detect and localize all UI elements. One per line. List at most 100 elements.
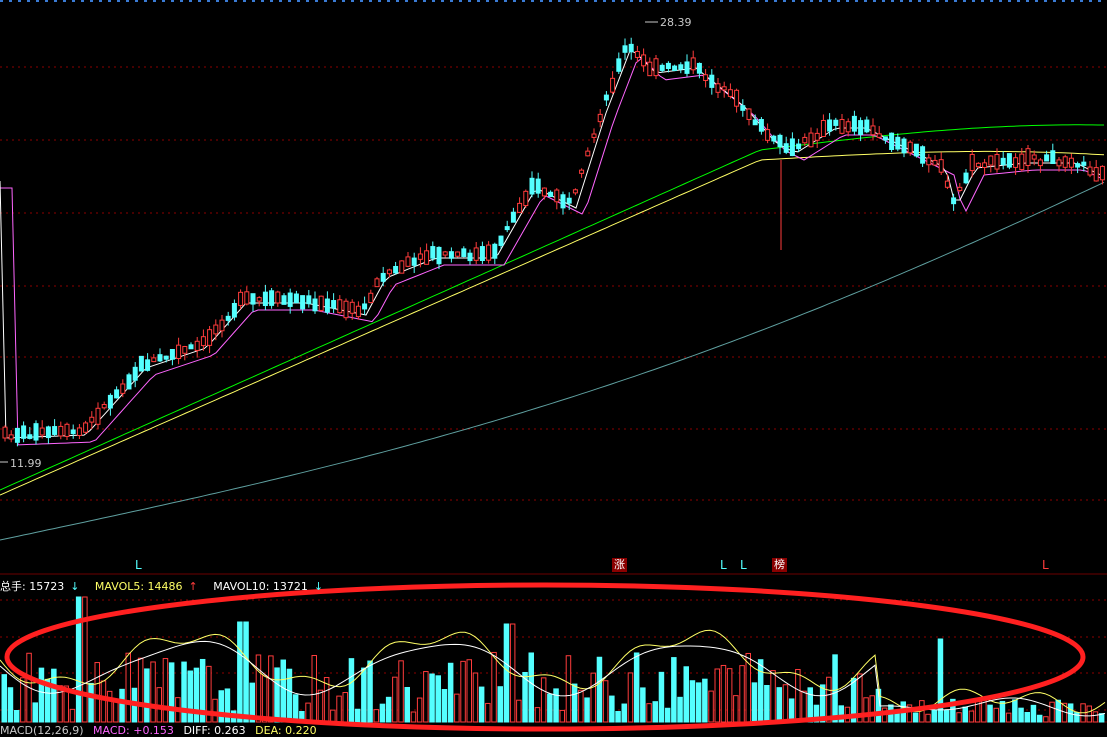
candlestick	[882, 136, 888, 141]
volume-bar	[249, 682, 255, 723]
volume-bar	[373, 709, 379, 723]
volume-bar	[782, 684, 789, 723]
volume-bar	[435, 675, 441, 723]
volume-bar	[416, 697, 423, 723]
candlestick	[672, 65, 678, 72]
volume-bar	[466, 659, 472, 723]
candlestick	[492, 243, 498, 259]
volume-bar	[392, 676, 398, 723]
candlestick	[145, 359, 151, 371]
candlestick	[176, 344, 182, 359]
volume-bar	[13, 709, 20, 723]
candlestick	[982, 162, 988, 168]
candlestick	[349, 301, 355, 314]
candlestick	[281, 295, 287, 305]
candlestick	[765, 129, 771, 141]
candlestick	[641, 54, 647, 67]
volume-bar	[261, 675, 268, 723]
candlestick	[269, 290, 275, 306]
volume-bar	[472, 672, 479, 723]
candlestick	[659, 64, 665, 71]
candlestick	[157, 354, 163, 362]
highlight-ellipse-annotation	[4, 582, 1086, 732]
candlestick	[244, 291, 250, 305]
volume-bar	[478, 686, 485, 723]
candlestick	[231, 302, 237, 318]
volume-bar	[193, 667, 200, 723]
candlestick	[1087, 166, 1093, 176]
volume-bar	[609, 695, 615, 723]
volume-bar	[912, 712, 919, 723]
candlestick	[238, 291, 244, 306]
volume-bar	[137, 657, 144, 723]
volume-bar	[826, 676, 832, 723]
candlestick	[1031, 154, 1037, 160]
candlestick	[83, 422, 89, 433]
volume-bar	[429, 673, 435, 723]
volume-bar	[125, 652, 131, 723]
volume-bar	[720, 664, 727, 723]
candlestick	[411, 257, 417, 266]
candlestick	[616, 58, 622, 72]
candlestick	[120, 383, 126, 394]
candlestick	[907, 141, 913, 154]
signal-badge: 涨	[612, 558, 627, 572]
candlestick	[796, 143, 802, 150]
volume-bar	[1012, 699, 1018, 723]
candlestick	[362, 303, 368, 310]
candlestick	[944, 180, 950, 188]
mavol10-label: MAVOL10: 13721 ↓	[213, 580, 324, 593]
candlestick-chart[interactable]	[0, 0, 1107, 575]
candlestick	[969, 153, 975, 172]
candlestick	[1025, 148, 1031, 167]
candlestick	[951, 197, 957, 205]
candlestick	[783, 143, 789, 153]
diff-value: DIFF: 0.263	[183, 724, 246, 737]
candlestick	[721, 86, 727, 91]
candlestick	[827, 119, 833, 132]
candlestick	[461, 248, 467, 257]
candlestick	[628, 43, 634, 53]
volume-bar	[950, 698, 956, 723]
candlestick	[58, 425, 64, 437]
candlestick	[1075, 163, 1081, 168]
candlestick	[566, 197, 572, 204]
volume-bar	[999, 700, 1006, 723]
candlestick	[337, 299, 343, 314]
volume-bar	[94, 662, 100, 723]
candlestick	[380, 272, 386, 282]
volume-bar	[962, 706, 968, 723]
candlestick	[39, 427, 45, 436]
volume-bar	[664, 707, 671, 723]
volume-bar	[590, 672, 596, 723]
candlestick	[405, 256, 411, 267]
candlestick	[690, 57, 696, 71]
volume-bar	[1030, 704, 1037, 723]
volume-bar	[943, 710, 950, 723]
candlestick	[926, 157, 932, 166]
candlestick	[14, 427, 20, 443]
volume-bar	[1043, 716, 1049, 723]
volume-bar	[423, 671, 429, 723]
candlestick	[703, 74, 709, 81]
candlestick	[1081, 161, 1087, 166]
candlestick	[808, 132, 814, 148]
volume-bar	[150, 661, 156, 723]
candlestick	[1050, 150, 1056, 165]
candlestick	[777, 134, 783, 148]
candlestick	[312, 298, 318, 312]
volume-bar	[757, 659, 764, 723]
volume-bar	[181, 661, 187, 723]
candlestick	[845, 121, 851, 133]
candlestick	[715, 83, 721, 93]
candlestick	[306, 295, 312, 305]
volume-bar	[75, 596, 82, 723]
candlestick	[603, 94, 609, 101]
candlestick	[399, 260, 405, 274]
candlestick	[256, 297, 262, 302]
volume-bar	[243, 621, 249, 723]
candlestick	[771, 135, 777, 142]
candlestick	[448, 251, 454, 259]
candlestick	[1013, 157, 1019, 168]
